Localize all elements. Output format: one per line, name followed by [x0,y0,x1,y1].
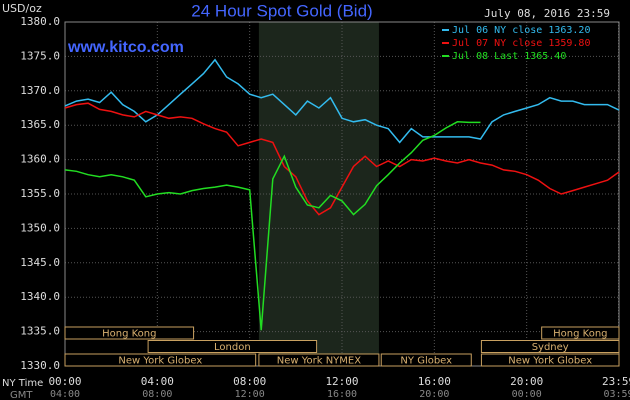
x-tick-label: 23:59 [602,375,630,388]
watermark: www.kitco.com [67,39,184,56]
session-highlight [258,22,379,366]
session-label: New York Globex [508,356,592,367]
y-tick-label: 1345.0 [20,256,60,269]
y-tick-label: 1350.0 [20,221,60,234]
gmt-tick-label: 08:00 [142,389,172,400]
y-tick-label: 1360.0 [20,153,60,166]
y-tick-label: 1335.0 [20,325,60,338]
y-tick-label: 1370.0 [20,84,60,97]
legend-entry: Jul 07 NY close 1359.80 [452,38,590,49]
session-label: Hong Kong [553,329,607,340]
series-line [64,121,481,331]
timestamp: July 08, 2016 23:59 [484,7,610,20]
y-tick-label: 1340.0 [20,290,60,303]
session-bar [480,353,620,367]
x-tick-label: 20:00 [510,375,543,388]
x-tick-label: 08:00 [233,375,266,388]
chart-title: 24 Hour Spot Gold (Bid) [191,1,372,20]
gmt-tick-label: 16:00 [327,389,357,400]
x-tick-label: 16:00 [418,375,451,388]
y-axis-label: USD/oz [2,2,42,15]
session-bar [541,326,620,340]
session-bar [64,353,257,367]
gmt-tick-label: 12:00 [235,389,265,400]
x-tick-label: 00:00 [48,375,81,388]
session-label: New York NYMEX [277,356,362,367]
y-tick-label: 1380.0 [20,15,60,28]
legend-entry: Jul 06 NY close 1363.20 [452,25,590,36]
legend-entry: Jul 08 Last 1365.40 [452,51,566,62]
x-tick-label: 12:00 [325,375,358,388]
gmt-tick-label: 00:00 [512,389,542,400]
session-bar [64,326,195,340]
session-bar [147,340,318,353]
gmt-tick-label: 04:00 [50,389,80,400]
session-label: London [214,342,251,353]
y-tick-label: 1330.0 [20,359,60,372]
session-bar [380,353,472,367]
session-label: NY Globex [400,356,452,367]
gmt-tick-label: 20:00 [419,389,449,400]
session-label: Sydney [532,342,569,353]
gmt-tick-label: 03:59 [603,389,630,400]
y-tick-label: 1355.0 [20,187,60,200]
x-tick-label: 04:00 [141,375,174,388]
session-label: New York Globex [118,356,202,367]
session-label: Hong Kong [102,329,156,340]
x-row-label: GMT [10,390,33,400]
y-tick-label: 1365.0 [20,118,60,131]
series-line [64,102,620,216]
y-tick-label: 1375.0 [20,49,60,62]
x-row-label: NY Time [2,378,43,389]
session-bar [480,340,620,353]
session-bar [258,353,380,367]
